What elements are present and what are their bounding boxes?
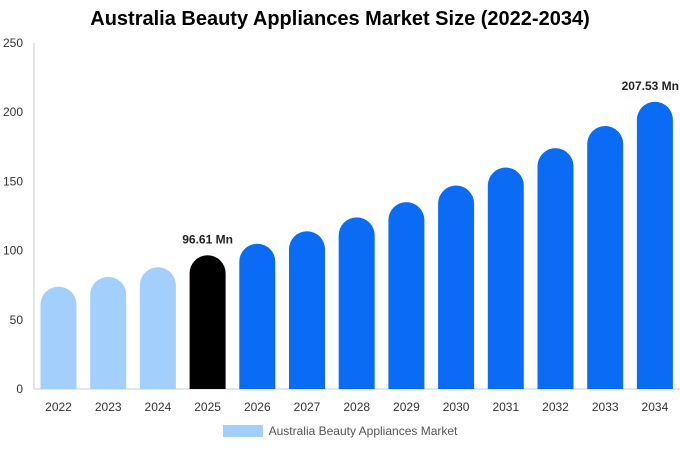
chart-title: Australia Beauty Appliances Market Size … <box>90 8 590 30</box>
x-tick-label: 2028 <box>343 400 370 414</box>
bar-2032[interactable] <box>537 148 574 389</box>
bar-2028[interactable] <box>338 217 375 389</box>
bar-2031[interactable] <box>487 167 524 389</box>
y-tick-label: 0 <box>16 382 23 396</box>
bar-2025[interactable] <box>189 255 226 389</box>
x-tick-label: 2024 <box>145 400 172 414</box>
data-label-2025: 96.61 Mn <box>182 232 233 246</box>
y-tick-label: 250 <box>3 36 23 50</box>
legend-label: Australia Beauty Appliances Market <box>268 424 458 438</box>
bar-2023[interactable] <box>90 276 127 389</box>
data-labels-group: 96.61 Mn 207.53 Mn <box>182 79 679 247</box>
bar-2026[interactable] <box>239 243 276 389</box>
x-tick-label: 2022 <box>45 400 72 414</box>
y-tick-label: 200 <box>3 105 23 119</box>
y-axis: 0 50 100 150 200 250 <box>3 36 35 396</box>
x-tick-label: 2032 <box>542 400 569 414</box>
bars-group <box>40 101 673 390</box>
bar-2030[interactable] <box>438 185 475 389</box>
legend[interactable]: Australia Beauty Appliances Market <box>0 424 680 438</box>
legend-swatch <box>222 425 263 437</box>
x-tick-label: 2030 <box>443 400 470 414</box>
x-tick-label: 2033 <box>592 400 619 414</box>
x-tick-label: 2034 <box>642 400 669 414</box>
x-tick-label: 2023 <box>95 400 122 414</box>
x-tick-label: 2031 <box>492 400 519 414</box>
x-tick-label: 2026 <box>244 400 271 414</box>
bar-2033[interactable] <box>587 126 624 390</box>
y-tick-label: 100 <box>3 244 23 258</box>
y-tick-label: 50 <box>10 313 24 327</box>
bar-2029[interactable] <box>388 202 425 389</box>
bar-2024[interactable] <box>139 267 176 389</box>
bar-2022[interactable] <box>40 286 77 389</box>
y-tick-label: 150 <box>3 174 23 188</box>
bar-2027[interactable] <box>289 231 325 389</box>
bar-2034[interactable] <box>636 101 673 389</box>
x-tick-label: 2025 <box>194 400 221 414</box>
x-axis: 2022 2023 2024 2025 2026 2027 2028 2029 2030 2031… <box>34 388 680 414</box>
x-tick-label: 2027 <box>294 400 321 414</box>
data-label-2034: 207.53 Mn <box>622 79 679 93</box>
x-tick-label: 2029 <box>393 400 420 414</box>
